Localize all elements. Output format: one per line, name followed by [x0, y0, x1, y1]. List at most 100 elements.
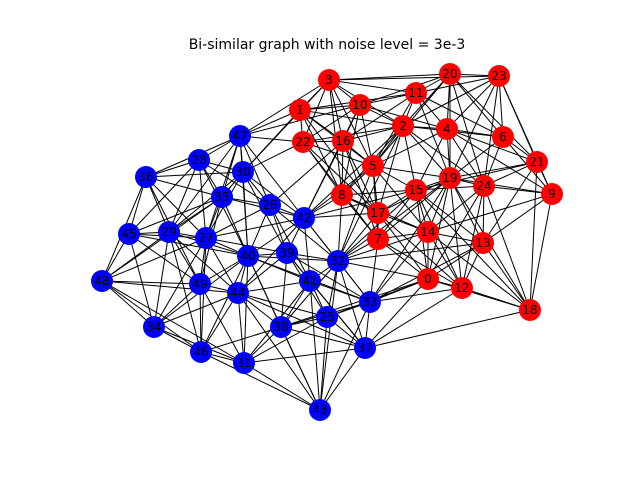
- node-label-44: 44: [230, 286, 245, 300]
- node-label-47: 47: [232, 129, 247, 143]
- node-label-27: 27: [198, 231, 213, 245]
- edge-18-14: [427, 231, 531, 311]
- node-26: 26: [259, 194, 281, 216]
- edge-12-18: [461, 287, 531, 311]
- node-circle-8: [331, 184, 353, 206]
- node-label-10: 10: [352, 98, 367, 112]
- node-circle-19: [439, 167, 461, 189]
- node-circle-43: [309, 399, 331, 421]
- node-label-0: 0: [424, 272, 432, 286]
- node-circle-22: [292, 131, 314, 153]
- edge-0-17: [377, 212, 429, 280]
- node-circle-32: [327, 250, 349, 272]
- edge-18-21: [529, 161, 538, 311]
- node-circle-36: [135, 166, 157, 188]
- edge-31-40: [243, 255, 249, 364]
- node-28: 28: [188, 149, 210, 171]
- node-19: 19: [439, 167, 461, 189]
- edge-6-11: [415, 92, 504, 138]
- edge-32-26: [269, 204, 339, 262]
- edge-2-32: [337, 125, 404, 262]
- node-circle-40: [237, 245, 259, 267]
- node-label-1: 1: [296, 103, 304, 117]
- node-46: 46: [190, 341, 212, 363]
- edge-38-39: [280, 252, 288, 328]
- edge-13-18: [482, 242, 531, 311]
- node-circle-47: [229, 125, 251, 147]
- edge-34-48: [101, 280, 155, 328]
- edge-12-15: [415, 189, 463, 289]
- node-15: 15: [405, 179, 427, 201]
- edge-4-23: [446, 75, 500, 130]
- edge-41-44: [237, 280, 311, 294]
- node-label-9: 9: [548, 187, 556, 201]
- node-48: 48: [91, 270, 113, 292]
- edge-5-22: [302, 141, 374, 167]
- edge-3-23: [328, 75, 500, 81]
- node-circle-21: [526, 151, 548, 173]
- edge-7-12: [377, 238, 463, 289]
- edge-9-13: [482, 193, 553, 244]
- edge-12-24: [461, 185, 485, 289]
- node-27: 27: [195, 227, 217, 249]
- node-label-2: 2: [399, 119, 407, 133]
- edge-5-19: [372, 165, 451, 179]
- node-label-32: 32: [330, 254, 345, 268]
- node-circle-11: [405, 82, 427, 104]
- edge-26-27: [205, 204, 271, 239]
- edge-26-47: [239, 135, 271, 206]
- node-3: 3: [318, 69, 340, 91]
- node-17: 17: [367, 202, 389, 224]
- edge-28-40: [198, 159, 249, 257]
- edge-37-43: [319, 347, 366, 411]
- node-label-49: 49: [192, 277, 207, 291]
- node-label-16: 16: [335, 134, 350, 148]
- edge-35-36: [145, 176, 223, 198]
- node-34: 34: [143, 316, 165, 338]
- node-label-48: 48: [94, 274, 109, 288]
- node-label-38: 38: [273, 320, 288, 334]
- edge-34-29: [153, 231, 170, 328]
- node-label-29: 29: [161, 225, 176, 239]
- node-23: 23: [488, 65, 510, 87]
- edge-45-35: [128, 196, 223, 235]
- edge-11-16: [342, 92, 417, 142]
- edge-9-14: [427, 193, 553, 233]
- node-circle-27: [195, 227, 217, 249]
- edge-8-15: [341, 189, 417, 196]
- node-10: 10: [349, 94, 371, 116]
- node-2: 2: [392, 115, 414, 137]
- node-circle-6: [492, 126, 514, 148]
- node-18: 18: [519, 299, 541, 321]
- node-label-11: 11: [408, 86, 423, 100]
- edge-13-32: [337, 242, 484, 262]
- edge-4-15: [415, 128, 448, 191]
- node-circle-37: [354, 337, 376, 359]
- edge-43-41: [309, 280, 321, 411]
- edge-34-44: [153, 292, 239, 328]
- edge-15-42: [303, 189, 417, 219]
- node-11: 11: [405, 82, 427, 104]
- edge-31-43: [243, 362, 321, 411]
- edge-22-30: [242, 141, 304, 173]
- node-38: 38: [270, 316, 292, 338]
- node-4: 4: [436, 118, 458, 140]
- node-circle-31: [233, 352, 255, 374]
- edge-12-19: [449, 177, 463, 289]
- node-label-4: 4: [443, 122, 451, 136]
- node-circle-10: [349, 94, 371, 116]
- node-41: 41: [299, 270, 321, 292]
- node-circle-44: [227, 282, 249, 304]
- edge-37-38: [280, 326, 366, 349]
- node-circle-16: [332, 130, 354, 152]
- node-label-18: 18: [522, 303, 537, 317]
- node-1: 1: [289, 99, 311, 121]
- node-label-36: 36: [138, 170, 153, 184]
- node-16: 16: [332, 130, 354, 152]
- node-44: 44: [227, 282, 249, 304]
- node-21: 21: [526, 151, 548, 173]
- node-label-14: 14: [420, 225, 435, 239]
- node-label-42: 42: [296, 211, 311, 225]
- edge-18-24: [483, 185, 531, 311]
